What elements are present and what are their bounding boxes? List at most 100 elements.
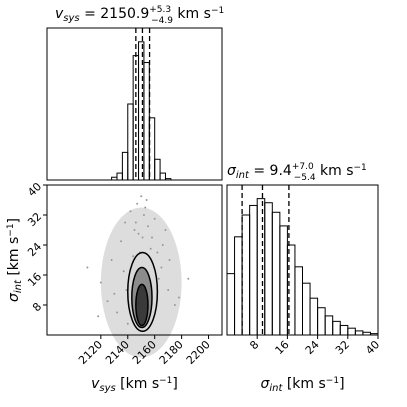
text-part: sys xyxy=(63,13,79,24)
x-tick-label: 8 xyxy=(247,338,261,352)
text-part: −1 xyxy=(354,163,367,173)
x-tick-label: 2120 xyxy=(76,338,105,367)
scatter-point xyxy=(177,296,180,299)
text-part: int xyxy=(269,383,283,394)
hist-bar xyxy=(347,327,356,336)
axes-frame xyxy=(46,184,223,336)
hist-bar xyxy=(127,103,134,181)
scatter-point xyxy=(132,255,135,258)
y-tick-label: 16 xyxy=(25,270,44,289)
scatter-point xyxy=(116,311,118,314)
hist-bar xyxy=(354,330,364,336)
text-part: = 9.4 xyxy=(249,163,292,179)
scatter-point xyxy=(167,289,170,291)
text-part: −1 xyxy=(6,223,16,236)
scatter-point xyxy=(168,259,171,261)
hist-bar xyxy=(332,320,341,336)
hist-bar xyxy=(294,266,304,336)
scatter-point xyxy=(136,202,139,205)
text-part: [km s xyxy=(116,376,159,392)
text-part: σ xyxy=(6,292,22,302)
text-part: [km s xyxy=(6,237,22,280)
panel-title: vsys = 2150.9+5.3 −4.9 km s−1 xyxy=(55,5,224,26)
text-part: ] xyxy=(172,376,177,392)
hist-bar xyxy=(138,41,145,181)
scatter-point xyxy=(164,229,167,231)
scatter-point xyxy=(153,217,156,220)
text-part: ] xyxy=(6,218,22,223)
text-part: −1 xyxy=(159,376,172,386)
text-part: sys xyxy=(99,383,115,394)
x-tick-label: 40 xyxy=(363,338,382,357)
hist-bar xyxy=(256,198,266,336)
axis-label: σint [km s−1] xyxy=(6,218,24,302)
scatter-point xyxy=(122,270,125,273)
hist-bar xyxy=(116,172,123,181)
x-tick-label: 16 xyxy=(273,338,292,357)
text-part: km s xyxy=(173,6,211,22)
scatter-point xyxy=(133,229,136,231)
scatter-point xyxy=(129,210,132,213)
text-part: +7.0 xyxy=(292,162,314,172)
scatter-point xyxy=(151,236,153,239)
text-part: −1 xyxy=(211,6,224,16)
scatter-point xyxy=(146,225,149,228)
text-part: +5.3 xyxy=(149,5,171,15)
axes-frame xyxy=(46,27,223,181)
hist-bar xyxy=(317,307,326,336)
scatter-point xyxy=(97,315,100,318)
scatter-point xyxy=(124,221,127,224)
text-part: ] xyxy=(339,376,344,392)
scatter-point xyxy=(187,277,190,280)
x-tick-label: 24 xyxy=(303,338,322,357)
y-tick-label: 24 xyxy=(25,240,44,259)
x-tick-label: 32 xyxy=(333,338,352,357)
text-part: v xyxy=(91,376,100,392)
hist-bar xyxy=(309,297,319,336)
text-part: σ xyxy=(260,376,270,392)
y-tick-label: 32 xyxy=(25,210,44,229)
text-part: = 2150.9 xyxy=(80,6,150,22)
scatter-point xyxy=(110,259,113,261)
hist-bar xyxy=(159,172,166,181)
hist-bar xyxy=(264,202,273,336)
scatter-point xyxy=(120,240,123,243)
text-part: −5.4 xyxy=(294,173,316,183)
scatter-point xyxy=(86,266,89,269)
hist-bar xyxy=(302,282,311,336)
scatter-point xyxy=(160,266,163,269)
text-part: int xyxy=(13,279,24,293)
hist-bar xyxy=(143,62,150,181)
hist-bar xyxy=(324,315,334,336)
hist-bar xyxy=(226,273,236,336)
axis-label: σint [km s−1] xyxy=(260,376,344,394)
scatter-point xyxy=(161,244,164,246)
hist-bar xyxy=(279,225,288,336)
scatter-point xyxy=(126,322,129,325)
text-part: σ xyxy=(227,163,237,179)
axes-frame xyxy=(226,184,379,336)
text-part: [km s xyxy=(282,376,325,392)
x-tick-label: 2200 xyxy=(184,338,213,367)
hist-bar xyxy=(271,211,281,336)
scatter-point xyxy=(157,277,160,280)
scatter-point xyxy=(156,251,159,254)
scatter-point xyxy=(142,214,145,216)
hist-bar xyxy=(339,324,349,336)
text-part: km s xyxy=(316,163,354,179)
scatter-point xyxy=(134,221,137,224)
scatter-point xyxy=(140,195,143,198)
text-part: int xyxy=(236,170,250,181)
scatter-point xyxy=(149,247,152,250)
hist-bar xyxy=(249,204,258,336)
y-tick-label: 40 xyxy=(25,180,44,199)
scatter-point xyxy=(106,300,109,303)
scatter-point xyxy=(173,304,176,306)
scatter-point xyxy=(125,289,128,291)
hist-bar xyxy=(121,151,129,181)
scatter-point xyxy=(137,232,140,235)
scatter-point xyxy=(113,292,116,295)
text-part: −1 xyxy=(326,376,339,386)
